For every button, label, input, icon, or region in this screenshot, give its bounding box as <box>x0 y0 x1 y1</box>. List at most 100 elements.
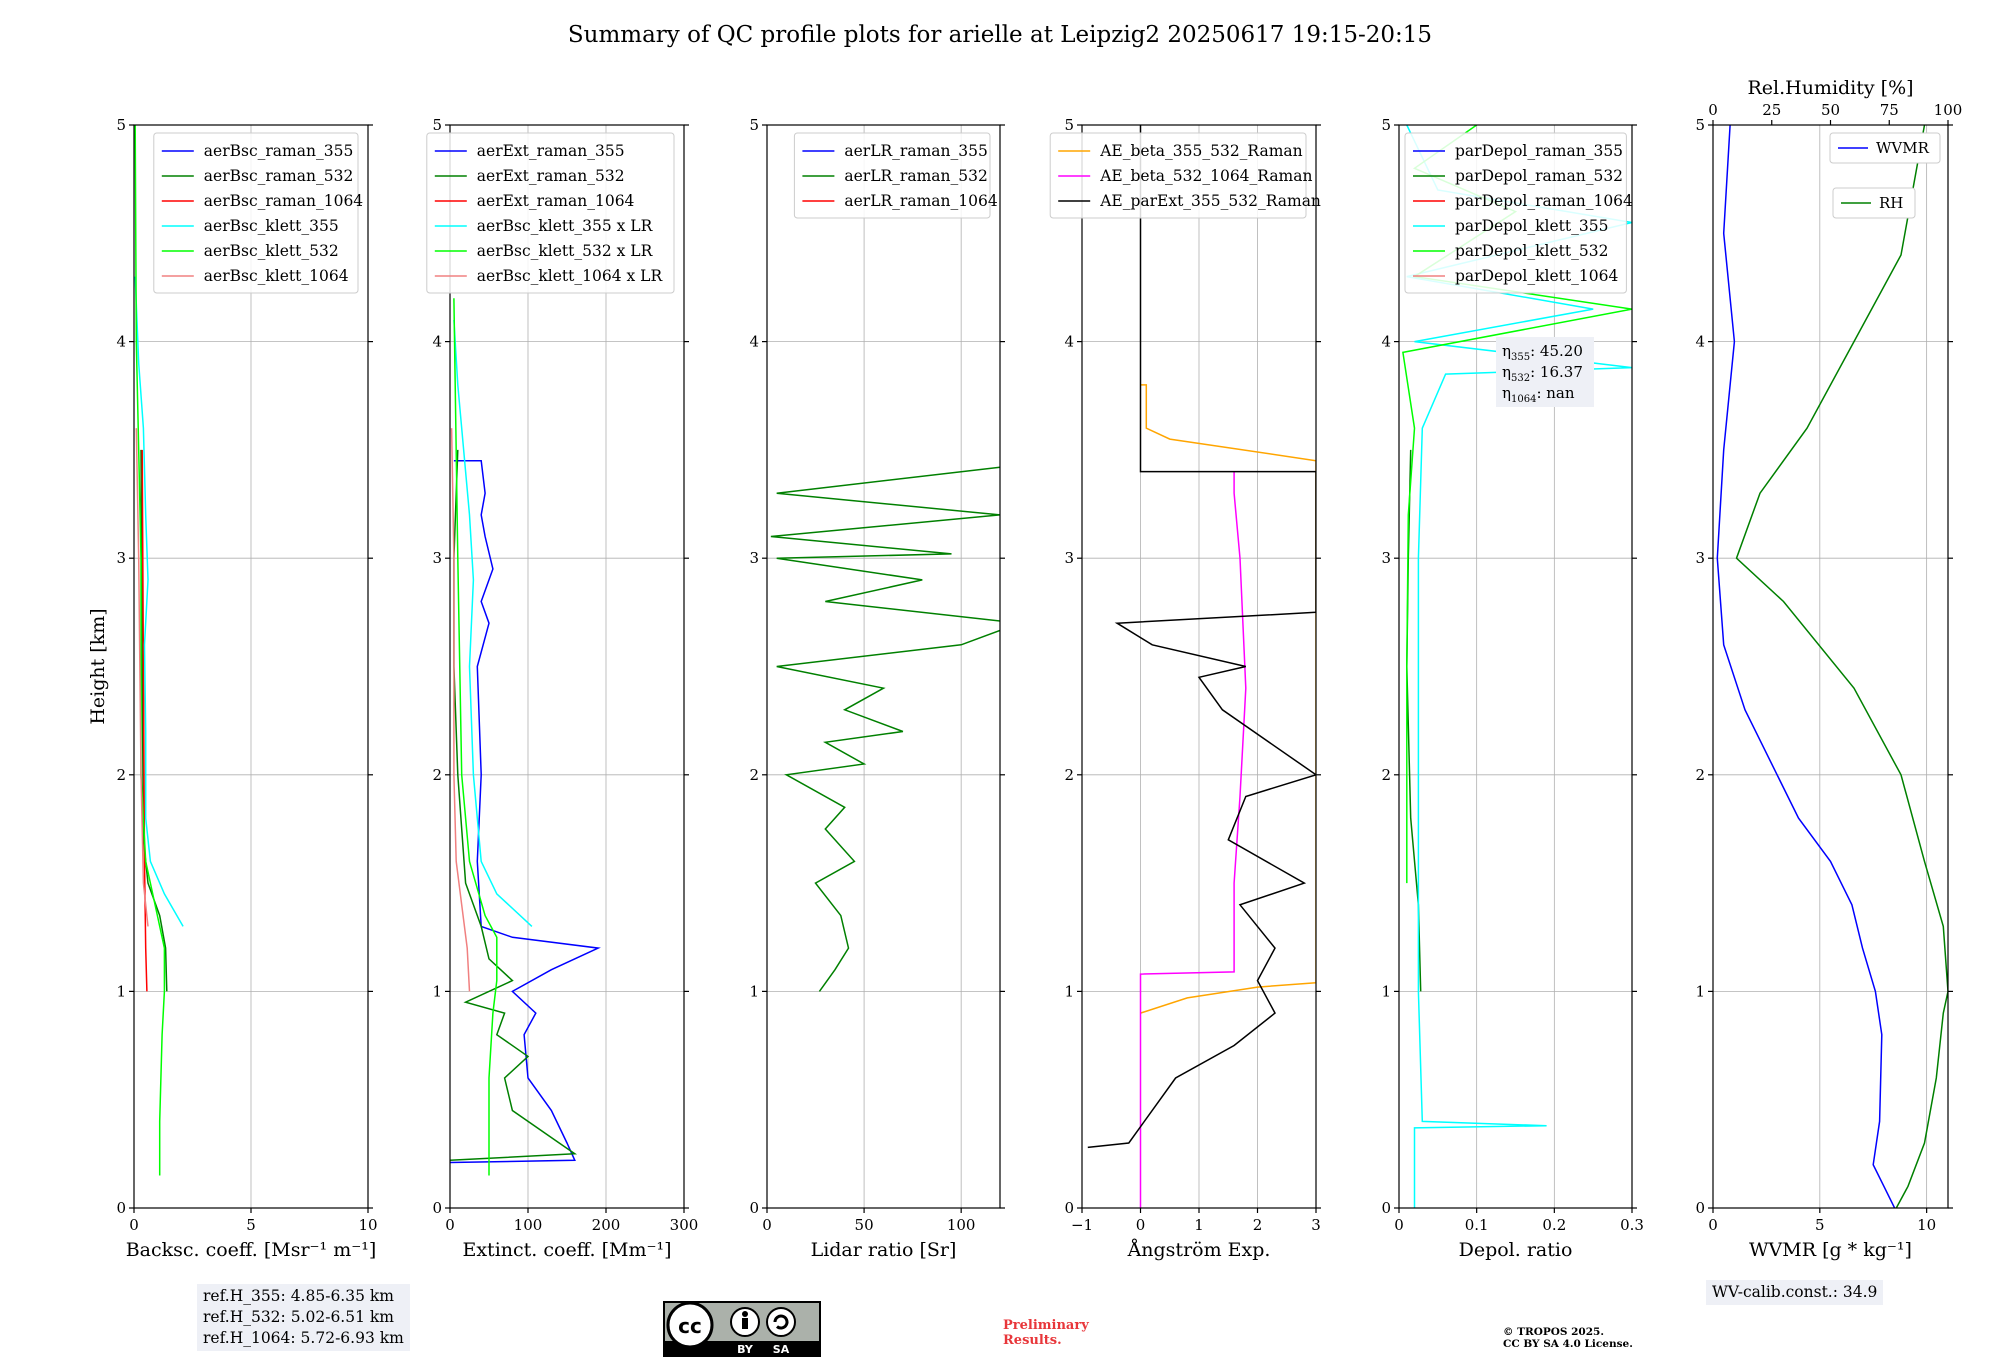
eta-annotation-line: η355: 45.20 <box>1502 342 1583 363</box>
y-tick-label: 2 <box>749 766 759 784</box>
x-tick-label: 5 <box>246 1216 256 1234</box>
legend: AE_beta_355_532_Raman AE_beta_532_1064_Ra… <box>1049 132 1321 219</box>
series-group <box>450 298 601 1176</box>
x-tick-label: 0 <box>129 1216 139 1234</box>
series-group <box>1087 125 1316 1208</box>
y-tick-label: 5 <box>432 116 442 134</box>
x-tick-label: 0 <box>1708 1216 1718 1234</box>
x-tick-label: 300 <box>670 1216 699 1234</box>
x-tick-label: 0 <box>445 1216 455 1234</box>
x-axis-label: Extinct. coeff. [Mm⁻¹] <box>462 1239 671 1261</box>
legend-label: parDepol_klett_1064 <box>1455 267 1618 285</box>
copyright-line-2: CC BY SA 4.0 License. <box>1503 1338 1633 1350</box>
y-tick-label: 1 <box>1695 982 1705 1000</box>
x-tick-label: 3 <box>1311 1216 1321 1234</box>
y-tick-label: 1 <box>116 982 126 1000</box>
y-tick-label: 2 <box>116 766 126 784</box>
x2-tick-label: 25 <box>1762 101 1781 119</box>
y-tick-label: 1 <box>432 982 442 1000</box>
series-line-aerBsc_klett_1064 x LR <box>450 428 471 992</box>
legend-box <box>1832 187 1916 219</box>
legend-label: aerLR_raman_532 <box>844 167 987 185</box>
x-axis-label: WVMR [g * kg⁻¹] <box>1749 1239 1912 1261</box>
y-tick-label: 2 <box>1064 766 1074 784</box>
copyright-line-1: © TROPOS 2025. <box>1503 1326 1605 1338</box>
x2-tick-label: 0 <box>1708 101 1718 119</box>
legend-box <box>1049 132 1307 219</box>
y-tick-label: 1 <box>1064 982 1074 1000</box>
y-tick-label: 4 <box>1381 333 1391 351</box>
legend-label: parDepol_raman_532 <box>1455 167 1623 185</box>
x-axis-label: Depol. ratio <box>1459 1239 1573 1261</box>
y-tick-label: 5 <box>1695 116 1705 134</box>
y-tick-label: 1 <box>749 982 759 1000</box>
preliminary-note: Preliminary Results. <box>1003 1318 1089 1348</box>
x-tick-label: 0.3 <box>1620 1216 1644 1234</box>
axes-frame <box>449 124 685 1209</box>
y-tick-label: 2 <box>1381 766 1391 784</box>
legend-label: aerBsc_klett_355 x LR <box>477 217 654 235</box>
legend-label: AE_beta_532_1064_Raman <box>1099 167 1312 185</box>
eta-annotation-line: η1064: nan <box>1502 384 1575 405</box>
y-tick-label: 3 <box>432 549 442 567</box>
series-line-aerBsc_klett_532 x LR <box>453 298 498 1176</box>
series-line-aerLR_raman_532 <box>770 466 1000 992</box>
copyright-note: © TROPOS 2025. CC BY SA 4.0 License. <box>1503 1326 1633 1350</box>
x-tick-label: 10 <box>358 1216 377 1234</box>
x-tick-label: 1 <box>1194 1216 1204 1234</box>
y-tick-label: 0 <box>116 1199 126 1217</box>
y-tick-label: 4 <box>116 333 126 351</box>
y-tick-label: 5 <box>749 116 759 134</box>
legend-label: parDepol_raman_1064 <box>1455 192 1633 210</box>
panel-5: 0 0.1 0.2 0.3 0 1 2 3 4 5 Depol. ratio parDepol_ram… <box>1381 116 1643 1261</box>
x-tick-label: 0 <box>1394 1216 1404 1234</box>
legend-label: parDepol_raman_355 <box>1455 142 1623 160</box>
x-tick-label: 200 <box>592 1216 621 1234</box>
y-tick-label: 4 <box>1695 333 1705 351</box>
legend-label: aerBsc_klett_532 <box>204 242 339 260</box>
x-axis-label: Ångström Exp. <box>1127 1239 1271 1261</box>
y-tick-label: 3 <box>1381 549 1391 567</box>
x-axis-label: Lidar ratio [Sr] <box>811 1239 957 1261</box>
x-tick-label: 0 <box>762 1216 772 1234</box>
wv-calibration-box: WV-calib.const.: 34.9 <box>1706 1280 1884 1305</box>
panel-3: 0 50 100 0 1 2 3 4 5 Lidar ratio [Sr] aerLR_raman_… <box>749 116 1005 1261</box>
y-tick-label: 4 <box>1064 333 1074 351</box>
legend-label: aerLR_raman_355 <box>844 142 987 160</box>
cc-label-by: BY <box>737 1343 754 1356</box>
panel-2: 0 100 200 300 0 1 2 3 4 5 Extinct. coeff. [Mm⁻¹] ae… <box>426 116 699 1261</box>
series-line-aerBsc_klett_1064 <box>135 428 149 927</box>
legend-box <box>1829 132 1941 164</box>
legend-label: AE_parExt_355_532_Raman <box>1099 192 1321 210</box>
ref-height-355: ref.H_355: 4.85-6.35 km <box>203 1287 394 1305</box>
y-tick-label: 4 <box>432 333 442 351</box>
y-tick-label: 2 <box>1695 766 1705 784</box>
x-tick-label: 0.1 <box>1465 1216 1489 1234</box>
legend-box <box>1404 132 1627 294</box>
x2-axis-label: Rel.Humidity [%] <box>1747 77 1913 99</box>
series-line-aerBsc_raman_1064 <box>141 449 148 992</box>
y-tick-label: 1 <box>1381 982 1391 1000</box>
series-group <box>1716 125 1948 1208</box>
legend: aerLR_raman_355 aerLR_raman_532 aerLR_rama… <box>793 132 998 219</box>
y-tick-label: 0 <box>1381 1199 1391 1217</box>
x2-tick-label: 100 <box>1934 101 1963 119</box>
legend-label: aerExt_raman_355 <box>477 142 625 160</box>
series-line-RH <box>1735 125 1948 1208</box>
legend-box <box>426 132 675 294</box>
axes-frame <box>766 124 1001 1209</box>
legend-label: aerExt_raman_532 <box>477 167 625 185</box>
x-tick-label: −1 <box>1071 1216 1093 1234</box>
x2-tick-label: 50 <box>1821 101 1840 119</box>
legend-box <box>793 132 991 219</box>
legend: aerExt_raman_355 aerExt_raman_532 aerExt_r… <box>426 132 675 294</box>
series-line-aerBsc_raman_532 <box>140 449 168 992</box>
reference-height-box: ref.H_355: 4.85-6.35 km ref.H_532: 5.02-… <box>197 1284 410 1351</box>
legend-label: aerBsc_klett_1064 <box>204 267 349 285</box>
axes-frame <box>1712 124 1949 1209</box>
y-tick-label: 0 <box>1695 1199 1705 1217</box>
legend-label: aerBsc_raman_355 <box>204 142 354 160</box>
x-tick-label: 50 <box>855 1216 874 1234</box>
